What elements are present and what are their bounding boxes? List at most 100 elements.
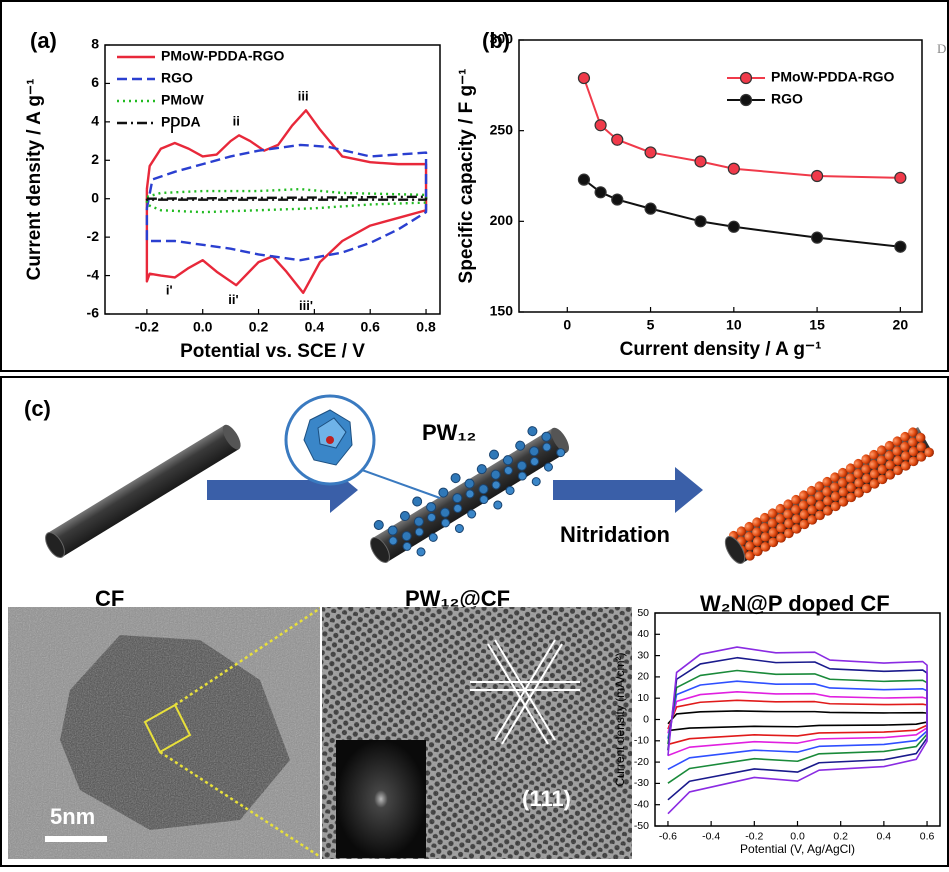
doped-fiber <box>720 424 936 569</box>
zoom-line <box>362 470 440 498</box>
x-tick-label: 10 <box>726 317 742 333</box>
y-tick-label: 6 <box>91 74 99 90</box>
marker <box>595 187 606 198</box>
marker <box>695 156 706 167</box>
y-tick-label: 8 <box>91 36 99 52</box>
y-tick-label: 40 <box>637 628 649 640</box>
x-tick-label: 0 <box>563 317 571 333</box>
series-line <box>584 78 900 178</box>
y-tick-label: 200 <box>490 212 514 228</box>
y-tick-label: 250 <box>490 121 514 137</box>
marker <box>895 172 906 183</box>
scale-label: 5nm <box>50 804 95 829</box>
y-tick-label: 4 <box>91 113 99 129</box>
y-tick-label: 0 <box>91 189 99 205</box>
spacing-label: 0.24 nm <box>470 556 552 581</box>
x-tick-label: 0.2 <box>833 830 848 842</box>
marker <box>728 163 739 174</box>
x-axis-label: Potential (V, Ag/AgCl) <box>740 842 855 856</box>
x-tick-label: 0.2 <box>249 319 269 335</box>
marker <box>812 171 823 182</box>
annotation: ii' <box>228 292 238 307</box>
y-tick-label: 30 <box>637 649 649 661</box>
y-axis-label: Current density (mA/cm²) <box>613 652 627 786</box>
arrow <box>553 467 703 513</box>
figure: (a) (b) (c) D PW₁₂ CF PW₁₂@CF Nitridatio… <box>0 0 949 867</box>
series-line <box>584 180 900 247</box>
legend-label: PMoW <box>161 92 205 108</box>
marker <box>812 232 823 243</box>
edge-text: D <box>937 41 946 56</box>
y-tick-label: -30 <box>634 777 649 789</box>
annotation: iii' <box>299 298 313 313</box>
y-tick-label: 2 <box>91 151 99 167</box>
cluster-dot <box>454 523 465 534</box>
marker <box>695 216 706 227</box>
marker <box>728 221 739 232</box>
x-tick-label: -0.6 <box>659 830 677 842</box>
y-axis-label: Current density / A g⁻¹ <box>24 79 45 281</box>
marker <box>595 120 606 131</box>
cluster-label: PW₁₂ <box>422 420 476 445</box>
cluster-dot <box>373 519 385 531</box>
marker <box>612 194 623 205</box>
cluster-dot <box>492 500 503 511</box>
x-tick-label: 0.4 <box>305 319 325 335</box>
y-tick-label: -50 <box>634 820 649 832</box>
y-tick-label: 0 <box>643 713 649 725</box>
cluster-dot <box>416 546 427 557</box>
marker <box>578 174 589 185</box>
x-tick-label: -0.2 <box>135 319 159 335</box>
y-tick-label: 150 <box>490 303 514 319</box>
x-tick-label: 20 <box>893 317 909 333</box>
cluster-dot <box>411 495 423 507</box>
legend-label: RGO <box>161 70 193 86</box>
cluster-dot <box>531 476 542 487</box>
y-tick-label: 50 <box>637 607 649 619</box>
annotation: iii <box>298 88 309 103</box>
x-tick-label: 0.0 <box>790 830 805 842</box>
plane-label: (111) <box>522 786 571 811</box>
cluster-dot <box>449 472 461 484</box>
center-atom <box>326 436 334 444</box>
step-label: Nitridation <box>560 522 670 547</box>
y-axis-label: Specific capacity / F g⁻¹ <box>456 69 477 284</box>
x-tick-label: 0.6 <box>360 319 380 335</box>
x-tick-label: 5 <box>647 317 655 333</box>
annotation: i <box>170 121 174 136</box>
x-tick-label: 0.0 <box>193 319 213 335</box>
x-tick-label: -0.4 <box>702 830 720 842</box>
series-line <box>668 647 927 814</box>
product-label: W₂N@P doped CF <box>700 591 890 616</box>
x-tick-label: 0.6 <box>920 830 935 842</box>
marker <box>612 134 623 145</box>
y-tick-label: 300 <box>490 31 514 47</box>
panel-label: (c) <box>24 396 51 421</box>
scale-bar <box>45 836 107 842</box>
marker <box>645 203 656 214</box>
plot-frame <box>655 613 940 826</box>
legend-label: PDDA <box>161 114 201 130</box>
x-tick-label: 15 <box>809 317 825 333</box>
series-line <box>147 110 426 293</box>
legend-marker <box>741 73 752 84</box>
y-tick-label: -10 <box>634 735 649 747</box>
y-tick-label: 20 <box>637 671 649 683</box>
y-tick-label: 10 <box>637 692 649 704</box>
x-tick-label: -0.2 <box>745 830 763 842</box>
x-tick-label: 0.4 <box>877 830 892 842</box>
series-line <box>668 658 927 800</box>
legend-label: PMoW-PDDA-RGO <box>771 69 894 85</box>
x-axis-label: Current density / A g⁻¹ <box>620 339 822 360</box>
panel-label: (a) <box>30 28 57 53</box>
cluster-dot <box>526 425 538 437</box>
x-axis-label: Potential vs. SCE / V <box>180 341 365 362</box>
marker <box>895 241 906 252</box>
series-line <box>147 197 426 200</box>
annotation: i' <box>166 282 173 297</box>
page: (a) (b) (c) D PW₁₂ CF PW₁₂@CF Nitridatio… <box>0 0 949 867</box>
cluster-dot <box>488 448 500 460</box>
fft-inset <box>336 740 426 858</box>
y-tick-label: -20 <box>634 756 649 768</box>
annotation: ii <box>233 113 240 128</box>
